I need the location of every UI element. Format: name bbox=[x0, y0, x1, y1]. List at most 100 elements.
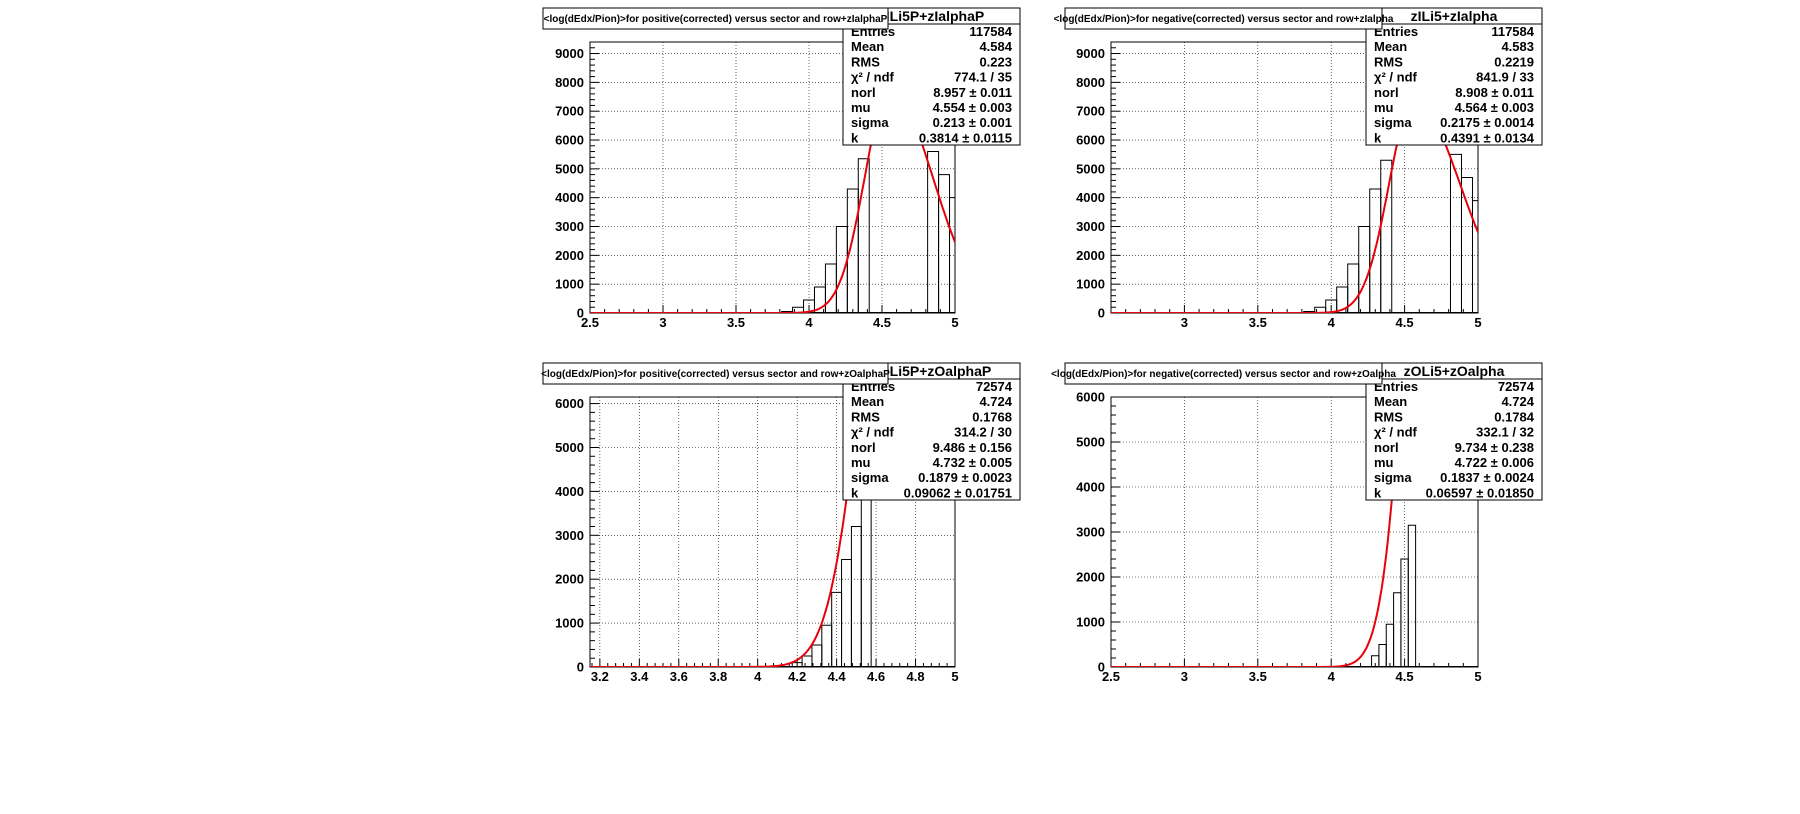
stats-row-label: mu bbox=[1374, 455, 1394, 470]
stats-row-value: 0.1784 bbox=[1494, 409, 1535, 424]
stats-row-label: mu bbox=[851, 100, 871, 115]
stats-row-value: 0.1837 ± 0.0024 bbox=[1440, 470, 1535, 485]
stats-row-label: norl bbox=[851, 440, 876, 455]
stats-row-value: 0.2175 ± 0.0014 bbox=[1440, 115, 1535, 130]
x-tick-label: 4 bbox=[754, 669, 762, 684]
chart-title: <log(dEdx/Pion)>for positive(corrected) … bbox=[544, 14, 888, 25]
stats-row-value: 0.1879 ± 0.0023 bbox=[918, 470, 1012, 485]
stats-name: zILi5P+zIalphaP bbox=[879, 8, 984, 24]
stats-row-value: 0.3814 ± 0.0115 bbox=[919, 130, 1012, 145]
y-tick-label: 1000 bbox=[555, 616, 584, 631]
stats-row-label: sigma bbox=[851, 115, 889, 130]
stats-row-value: 0.213 ± 0.001 bbox=[933, 115, 1012, 130]
chart-panel-4: 2.5 3 3.5 4 4.5 5 0 1000 2000 3000 4000 5000 6000 zOL… bbox=[1051, 362, 1543, 684]
chart-title: <log(dEdx/Pion)>for negative(corrected) … bbox=[1051, 369, 1396, 380]
title-box bbox=[542, 7, 889, 30]
chart-title: <log(dEdx/Pion)>for negative(corrected) … bbox=[1054, 14, 1394, 25]
chart-panel-3: 3.2 3.4 3.6 3.8 4 4.2 4.4 4.6 4.8 5 0 1000 2000 3000 4… bbox=[541, 362, 1021, 684]
fit-curve bbox=[590, 397, 955, 667]
x-tick-label: 3.5 bbox=[1249, 315, 1267, 330]
x-tick-label: 4.4 bbox=[828, 669, 847, 684]
stats-row-value: 4.554 ± 0.003 bbox=[933, 100, 1012, 115]
y-tick-label: 5000 bbox=[1076, 161, 1105, 176]
stats-row-label: Mean bbox=[1374, 39, 1407, 54]
x-tick-label: 4 bbox=[1328, 315, 1336, 330]
stats-name: zOLi5+zOalpha bbox=[1404, 363, 1505, 379]
stats-row-label: Mean bbox=[1374, 394, 1407, 409]
stats-row-value: 117584 bbox=[1491, 24, 1534, 39]
y-tick-label: 3000 bbox=[555, 219, 584, 234]
x-tick-label: 4.5 bbox=[873, 315, 891, 330]
x-tick-label: 3.5 bbox=[727, 315, 745, 330]
y-tick-label: 2000 bbox=[555, 572, 584, 587]
stats-row-value: 774.1 / 35 bbox=[954, 70, 1012, 85]
stats-row-label: k bbox=[1374, 130, 1382, 145]
x-tick-label: 3.5 bbox=[1249, 669, 1267, 684]
y-tick-label: 6000 bbox=[555, 396, 584, 411]
stats-row-value: 4.732 ± 0.005 bbox=[933, 455, 1012, 470]
stats-box bbox=[842, 7, 1021, 146]
title-box bbox=[1064, 362, 1383, 385]
title-box bbox=[542, 362, 889, 385]
x-tick-label: 4.5 bbox=[1396, 669, 1414, 684]
stats-row-value: 117584 bbox=[969, 24, 1012, 39]
y-tick-label: 5000 bbox=[555, 440, 584, 455]
stats-row-value: 4.564 ± 0.003 bbox=[1455, 100, 1534, 115]
y-tick-label: 3000 bbox=[555, 528, 584, 543]
x-tick-label: 5 bbox=[1474, 669, 1481, 684]
stats-row-value: 4.584 bbox=[979, 39, 1012, 54]
y-tick-label: 4000 bbox=[555, 484, 584, 499]
x-tick-label: 4.5 bbox=[1396, 315, 1414, 330]
x-tick-label: 5 bbox=[1474, 315, 1481, 330]
title-box bbox=[1064, 7, 1383, 30]
x-tick-label: 3 bbox=[1181, 315, 1188, 330]
chart-panel-2: 3 3.5 4 4.5 5 0 1000 2000 3000 4000 5000 6000 7000 80… bbox=[1054, 7, 1543, 330]
y-tick-label: 2000 bbox=[555, 248, 584, 263]
stats-row-value: 4.724 bbox=[979, 394, 1012, 409]
stats-row-value: 72574 bbox=[976, 379, 1013, 394]
stats-row-label: k bbox=[1374, 485, 1382, 500]
y-tick-label: 0 bbox=[1098, 660, 1105, 675]
stats-row-label: RMS bbox=[851, 54, 880, 69]
stats-row-value: 8.908 ± 0.011 bbox=[1455, 85, 1534, 100]
plot-area bbox=[1111, 397, 1478, 667]
y-tick-label: 8000 bbox=[1076, 75, 1105, 90]
stats-row-value: 332.1 / 32 bbox=[1476, 425, 1534, 440]
stats-row-value: 4.724 bbox=[1501, 394, 1534, 409]
stats-row-value: 0.4391 ± 0.0134 bbox=[1440, 130, 1535, 145]
y-tick-label: 5000 bbox=[555, 161, 584, 176]
stats-row-label: sigma bbox=[851, 470, 889, 485]
y-tick-label: 0 bbox=[577, 660, 584, 675]
y-tick-label: 1000 bbox=[555, 277, 584, 292]
stats-row-label: Entries bbox=[1374, 379, 1418, 394]
stats-row-value: 8.957 ± 0.011 bbox=[933, 85, 1012, 100]
y-tick-label: 4000 bbox=[1076, 190, 1105, 205]
stats-row-value: 0.223 bbox=[979, 54, 1012, 69]
histogram-bin bbox=[949, 197, 955, 313]
stats-row-label: mu bbox=[1374, 100, 1394, 115]
stats-row-value: 841.9 / 33 bbox=[1476, 70, 1534, 85]
stats-row-label: χ² / ndf bbox=[851, 425, 895, 440]
stats-row-label: sigma bbox=[1374, 470, 1412, 485]
stats-row-value: 0.1768 bbox=[972, 409, 1012, 424]
x-tick-label: 3.4 bbox=[630, 669, 649, 684]
y-tick-label: 7000 bbox=[1076, 104, 1105, 119]
histogram-bin bbox=[1380, 159, 1393, 313]
panels: 2.5 3 3.5 4 4.5 50100020003000400050006000700… bbox=[541, 7, 1543, 684]
y-tick-label: 2000 bbox=[1076, 248, 1105, 263]
stats-row-value: 9.486 ± 0.156 bbox=[933, 440, 1012, 455]
stats-row-label: sigma bbox=[1374, 115, 1412, 130]
stats-row-label: RMS bbox=[1374, 54, 1403, 69]
y-tick-label: 6000 bbox=[1076, 390, 1105, 405]
y-tick-label: 1000 bbox=[1076, 615, 1105, 630]
stats-row-label: norl bbox=[1374, 85, 1399, 100]
y-tick-label: 3000 bbox=[1076, 219, 1105, 234]
stats-name: zILi5+zIalpha bbox=[1411, 8, 1498, 24]
y-tick-label: 2000 bbox=[1076, 570, 1105, 585]
stats-name: zOLi5P+zOalphaP bbox=[872, 363, 991, 379]
stats-row-value: 0.06597 ± 0.01850 bbox=[1426, 485, 1534, 500]
x-tick-label: 5 bbox=[951, 669, 958, 684]
stats-row-value: 4.583 bbox=[1501, 39, 1534, 54]
stats-row-label: norl bbox=[851, 85, 876, 100]
stats-row-label: k bbox=[851, 130, 859, 145]
